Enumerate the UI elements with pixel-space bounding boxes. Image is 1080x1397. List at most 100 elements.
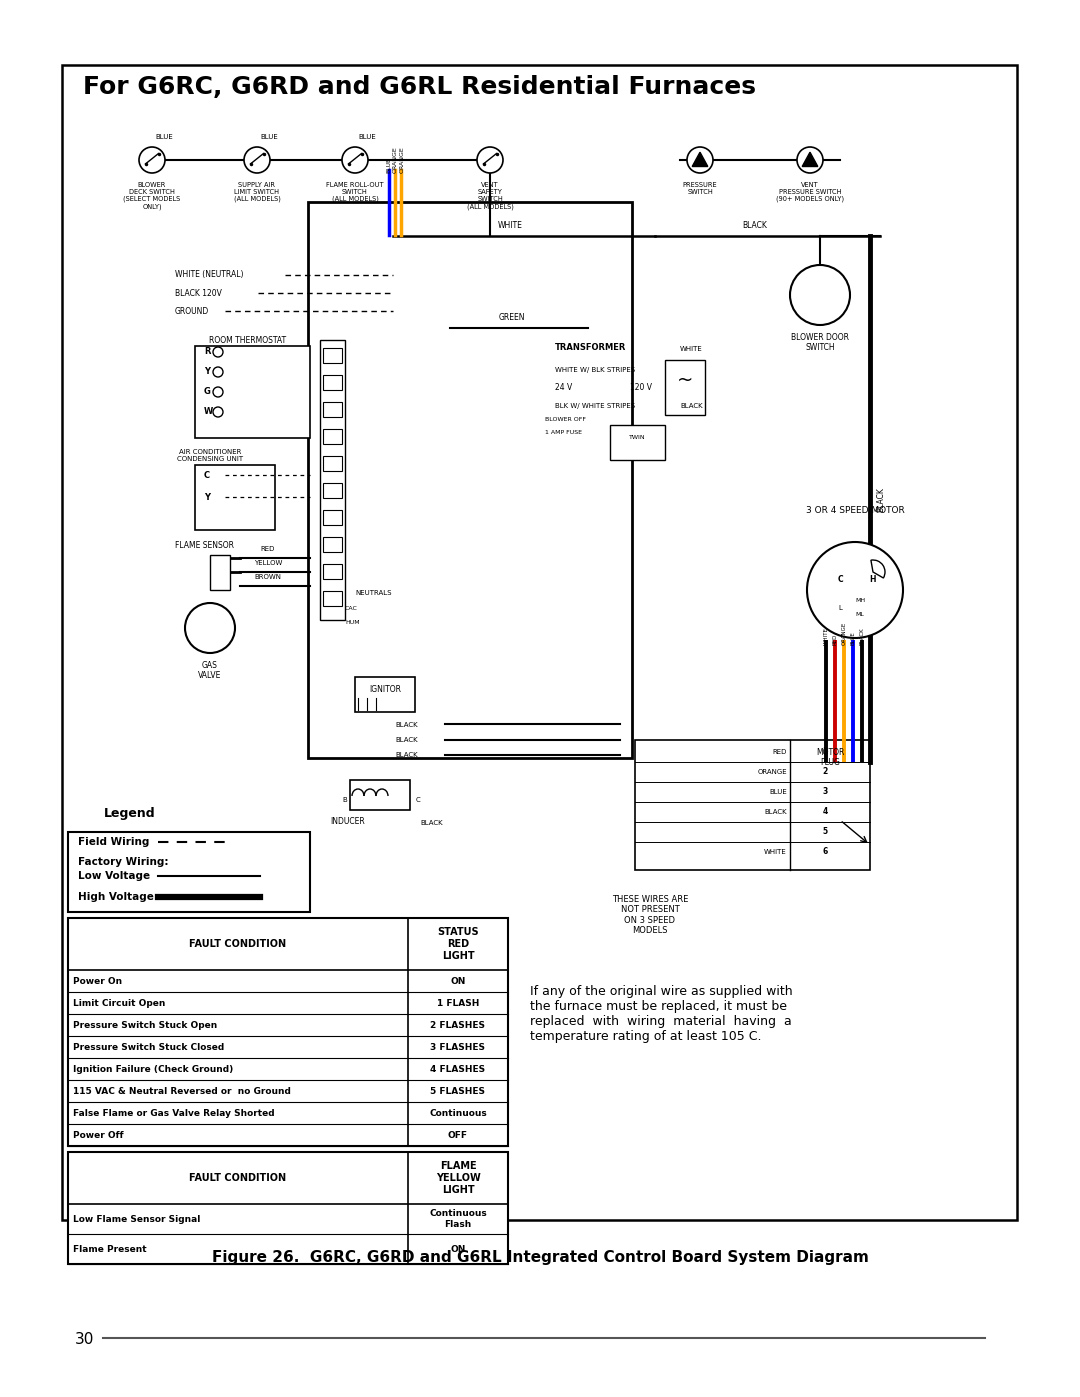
Text: INDUCER: INDUCER — [330, 817, 365, 826]
Circle shape — [185, 604, 235, 652]
Text: VENT
SAFETY
SWITCH
(ALL MODELS): VENT SAFETY SWITCH (ALL MODELS) — [467, 182, 513, 210]
Text: If any of the original wire as supplied with
the furnace must be replaced, it mu: If any of the original wire as supplied … — [530, 985, 793, 1044]
Text: Low Voltage: Low Voltage — [78, 870, 150, 882]
Text: 1 FLASH: 1 FLASH — [436, 999, 480, 1007]
Text: BLOWER DOOR
SWITCH: BLOWER DOOR SWITCH — [791, 332, 849, 352]
Text: G: G — [204, 387, 211, 397]
Text: 1 AMP FUSE: 1 AMP FUSE — [545, 430, 582, 434]
Text: NEUTRALS: NEUTRALS — [355, 590, 391, 597]
Text: WHITE: WHITE — [824, 627, 828, 645]
Text: 3 OR 4 SPEED MOTOR: 3 OR 4 SPEED MOTOR — [806, 506, 904, 515]
Text: GROUND: GROUND — [175, 306, 210, 316]
Text: WHITE: WHITE — [680, 346, 703, 352]
Wedge shape — [870, 560, 885, 578]
Text: IGNITOR: IGNITOR — [369, 685, 401, 694]
Text: 4: 4 — [822, 807, 827, 816]
Text: WHITE: WHITE — [765, 849, 787, 855]
Bar — [323, 348, 342, 363]
Polygon shape — [692, 152, 707, 166]
Text: Continuous
Flash: Continuous Flash — [429, 1210, 487, 1229]
Text: BLACK: BLACK — [680, 402, 703, 409]
Text: BLACK: BLACK — [395, 752, 418, 759]
Text: Continuous: Continuous — [429, 1108, 487, 1118]
Text: BLACK: BLACK — [395, 722, 418, 728]
Bar — [68, 833, 310, 912]
Text: ORANGE: ORANGE — [841, 622, 847, 645]
Text: OFF: OFF — [448, 1130, 468, 1140]
Text: PRESSURE
SWITCH: PRESSURE SWITCH — [683, 182, 717, 196]
Text: MOTOR
PLUG: MOTOR PLUG — [815, 747, 845, 767]
Text: TRANSFORMER: TRANSFORMER — [555, 344, 626, 352]
Text: 1: 1 — [822, 747, 827, 757]
Text: BLACK: BLACK — [743, 221, 768, 231]
Text: AIR CONDITIONER
CONDENSING UNIT: AIR CONDITIONER CONDENSING UNIT — [177, 448, 243, 462]
Text: 120 V: 120 V — [630, 384, 652, 393]
Circle shape — [244, 147, 270, 173]
Text: W: W — [204, 408, 213, 416]
Text: High Voltage: High Voltage — [78, 893, 153, 902]
Text: BLK W/ WHITE STRIPES: BLK W/ WHITE STRIPES — [555, 402, 635, 409]
Bar — [308, 203, 632, 759]
Text: GAS
VALVE: GAS VALVE — [199, 661, 221, 680]
Text: FAULT CONDITION: FAULT CONDITION — [189, 939, 286, 949]
Text: BLACK: BLACK — [765, 809, 787, 814]
Text: 30: 30 — [75, 1333, 94, 1348]
Text: RED: RED — [260, 546, 275, 552]
Circle shape — [213, 407, 222, 416]
Text: 4 FLASHES: 4 FLASHES — [431, 1065, 486, 1073]
Circle shape — [797, 147, 823, 173]
Text: BLUE: BLUE — [156, 134, 173, 140]
Text: C: C — [204, 471, 211, 479]
Text: H: H — [869, 576, 876, 584]
Bar — [320, 339, 345, 620]
Bar — [323, 429, 342, 444]
Text: HUM: HUM — [345, 619, 360, 624]
Text: WHITE (NEUTRAL): WHITE (NEUTRAL) — [175, 271, 243, 279]
Text: FLAME
YELLOW
LIGHT: FLAME YELLOW LIGHT — [435, 1161, 481, 1194]
Text: CAC: CAC — [345, 605, 357, 610]
Bar — [635, 740, 870, 870]
Bar — [323, 564, 342, 578]
Circle shape — [687, 147, 713, 173]
Text: WHITE: WHITE — [498, 221, 523, 231]
Text: GREEN: GREEN — [499, 313, 525, 321]
Text: FAULT CONDITION: FAULT CONDITION — [189, 1173, 286, 1183]
Bar — [323, 591, 342, 606]
Bar — [323, 483, 342, 497]
Circle shape — [213, 346, 222, 358]
Text: 2 FLASHES: 2 FLASHES — [431, 1020, 486, 1030]
Text: 3: 3 — [822, 788, 827, 796]
Text: Y: Y — [204, 367, 210, 377]
Circle shape — [213, 387, 222, 397]
Text: BLUE: BLUE — [387, 156, 391, 173]
Text: SUPPLY AIR
LIMIT SWITCH
(ALL MODELS): SUPPLY AIR LIMIT SWITCH (ALL MODELS) — [233, 182, 281, 203]
Bar — [62, 66, 1017, 1220]
Text: BLACK: BLACK — [420, 820, 443, 826]
Text: Legend: Legend — [104, 807, 156, 820]
Text: 2: 2 — [822, 767, 827, 777]
Text: Y: Y — [204, 493, 210, 502]
Text: ON: ON — [450, 1245, 465, 1253]
Text: RED: RED — [833, 634, 837, 645]
Text: BROWN: BROWN — [255, 574, 282, 580]
Text: BLACK: BLACK — [395, 738, 418, 743]
Bar — [323, 536, 342, 552]
Bar — [323, 374, 342, 390]
Text: Flame Present: Flame Present — [73, 1245, 147, 1253]
Bar — [355, 678, 415, 712]
Text: ON: ON — [450, 977, 465, 985]
Text: ~: ~ — [677, 370, 693, 390]
Text: R: R — [204, 348, 211, 356]
Text: BLUE: BLUE — [357, 134, 376, 140]
Text: Pressure Switch Stuck Open: Pressure Switch Stuck Open — [73, 1020, 217, 1030]
Circle shape — [213, 367, 222, 377]
Text: 5 FLASHES: 5 FLASHES — [431, 1087, 486, 1095]
Bar — [195, 346, 310, 439]
Text: False Flame or Gas Valve Relay Shorted: False Flame or Gas Valve Relay Shorted — [73, 1108, 274, 1118]
Text: BLUE: BLUE — [769, 789, 787, 795]
Text: FLAME ROLL-OUT
SWITCH
(ALL MODELS): FLAME ROLL-OUT SWITCH (ALL MODELS) — [326, 182, 383, 203]
Bar — [68, 1153, 508, 1264]
Text: BLACK: BLACK — [876, 488, 885, 513]
Bar — [610, 425, 665, 460]
Text: B: B — [342, 798, 348, 803]
